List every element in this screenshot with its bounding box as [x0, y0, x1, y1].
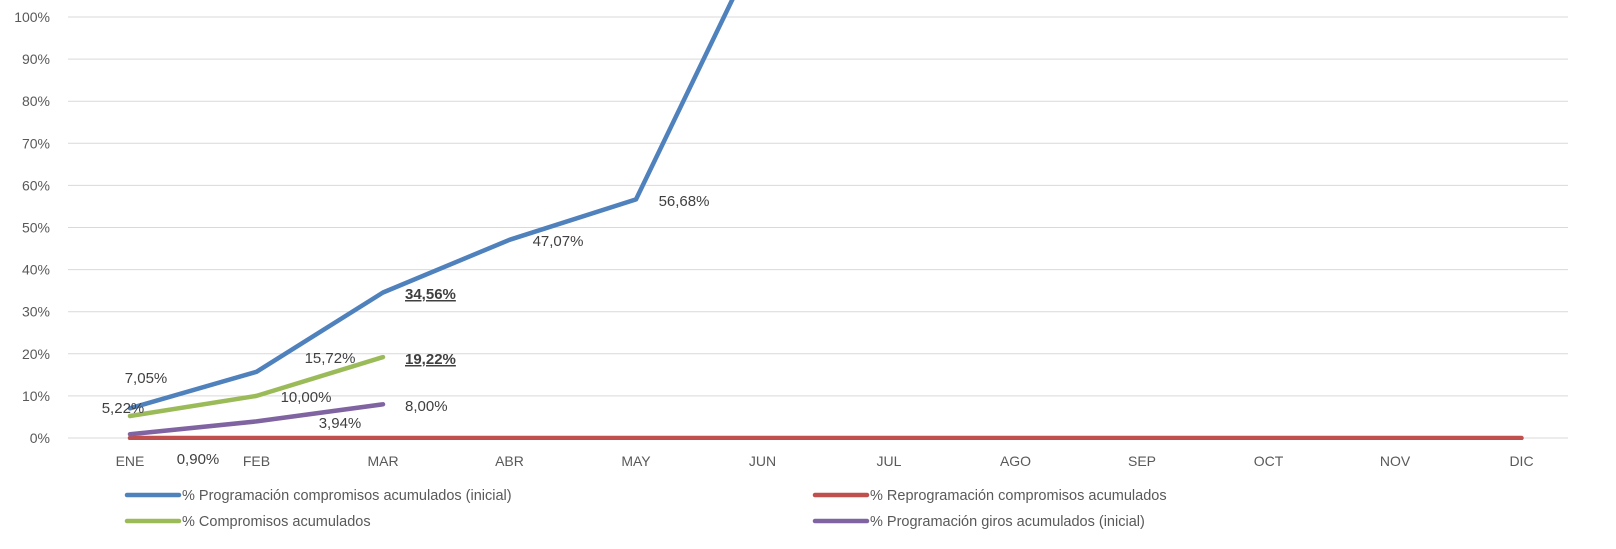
- x-tick-label: JUN: [749, 453, 776, 469]
- data-label: 8,00%: [405, 398, 448, 415]
- legend-label: % Programación compromisos acumulados (i…: [182, 488, 512, 504]
- data-label: 19,22%: [405, 351, 456, 368]
- data-label: 10,00%: [281, 389, 332, 406]
- data-label: 47,07%: [533, 233, 584, 250]
- series-line: [127, 0, 735, 411]
- x-tick-label: OCT: [1254, 453, 1284, 469]
- x-tick-label: NOV: [1380, 453, 1411, 469]
- data-label: 34,56%: [405, 286, 456, 303]
- y-tick-label: 10%: [22, 388, 50, 404]
- x-tick-label: SEP: [1128, 453, 1156, 469]
- legend: % Programación compromisos acumulados (i…: [124, 488, 1167, 530]
- data-label: 3,94%: [319, 415, 362, 432]
- series-lines: [127, 0, 1524, 440]
- data-label: 5,22%: [102, 400, 145, 417]
- y-tick-label: 30%: [22, 304, 50, 320]
- y-tick-label: 50%: [22, 220, 50, 236]
- x-tick-label: ABR: [495, 453, 524, 469]
- x-tick-label: DIC: [1509, 453, 1533, 469]
- y-tick-label: 20%: [22, 346, 50, 362]
- y-tick-label: 80%: [22, 93, 50, 109]
- y-tick-label: 70%: [22, 135, 50, 151]
- y-tick-label: 100%: [14, 9, 50, 25]
- y-tick-label: 60%: [22, 177, 50, 193]
- gridlines: [68, 16, 1568, 439]
- x-axis-labels: ENE FEB MAR ABR MAY JUN JUL AGO SEP OCT NOV DIC: [116, 453, 1534, 469]
- y-tick-label: 0%: [30, 430, 50, 446]
- data-label: 7,05%: [125, 370, 168, 387]
- x-tick-label: MAY: [621, 453, 651, 469]
- x-tick-label: FEB: [243, 453, 270, 469]
- data-label: 0,90%: [177, 451, 220, 468]
- data-label: 15,72%: [305, 350, 356, 367]
- legend-label: % Compromisos acumulados: [182, 514, 371, 530]
- y-tick-label: 40%: [22, 262, 50, 278]
- legend-label: % Reprogramación compromisos acumulados: [870, 488, 1167, 504]
- series-line: [127, 354, 386, 419]
- x-tick-label: MAR: [367, 453, 398, 469]
- series-line: [127, 402, 386, 437]
- y-tick-label: 90%: [22, 51, 50, 67]
- x-tick-label: AGO: [1000, 453, 1031, 469]
- data-labels: 7,05% 15,72% 34,56% 47,07% 56,68% 5,22% 10,00%…: [102, 193, 710, 468]
- legend-label: % Programación giros acumulados (inicial…: [870, 514, 1145, 530]
- data-label: 56,68%: [659, 193, 710, 210]
- y-axis-labels: 0% 10% 20% 30% 40% 50% 60% 70% 80% 90% 100%: [14, 9, 50, 446]
- x-tick-label: ENE: [116, 453, 145, 469]
- x-tick-label: JUL: [877, 453, 902, 469]
